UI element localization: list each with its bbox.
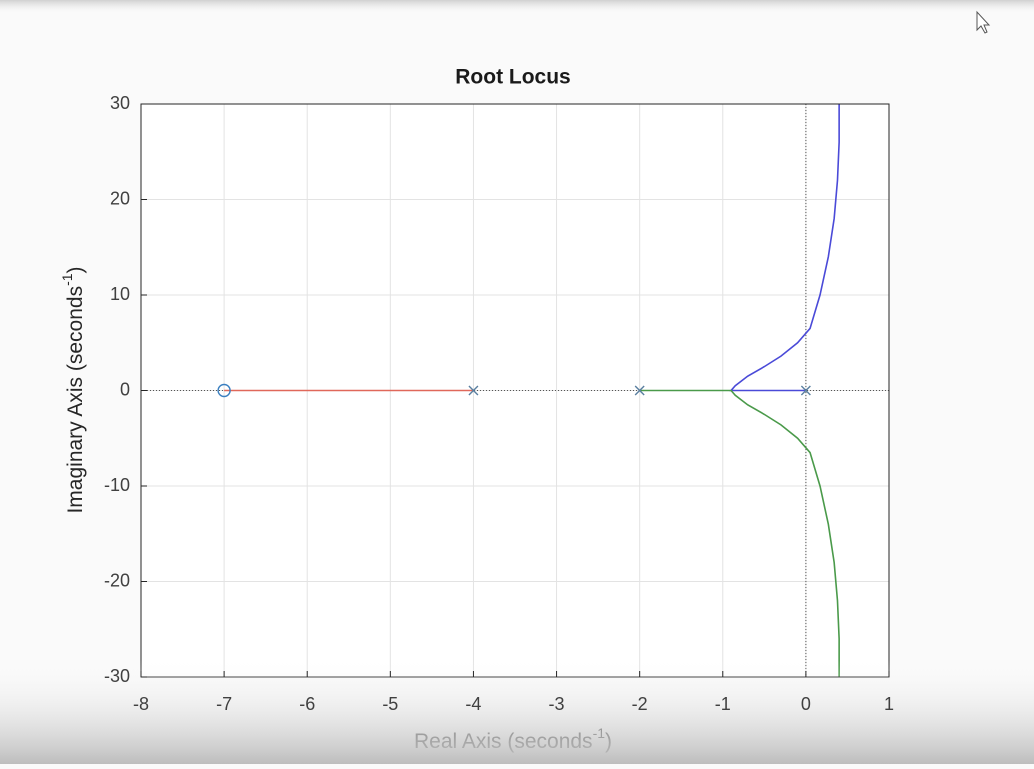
y-tick-label: -20	[104, 570, 130, 590]
y-tick-label: -30	[104, 666, 130, 686]
top-shade	[0, 0, 1034, 14]
chart-title: Root Locus	[455, 66, 571, 89]
cursor	[976, 10, 991, 34]
x-tick-label: -6	[299, 694, 315, 714]
pole-marker	[468, 385, 479, 396]
pole-marker	[634, 385, 645, 396]
y-tick-label: -10	[104, 475, 130, 495]
y-axis-label-text: Imaginary Axis (seconds	[64, 286, 87, 514]
x-axis-label-suffix: )	[605, 730, 612, 753]
locus-branch	[639, 389, 840, 677]
x-tick-label: 0	[801, 694, 811, 714]
x-tick-label: -2	[632, 694, 648, 714]
x-axis-label-exponent: -1	[593, 725, 606, 741]
x-axis-label-text: Real Axis (seconds	[414, 730, 593, 753]
y-axis-label-exponent: -1	[59, 273, 75, 286]
y-axis-label-suffix: )	[64, 266, 87, 273]
x-axis-label: Real Axis (seconds-1)	[414, 725, 612, 753]
x-tick-label: -1	[715, 694, 731, 714]
x-tick-label: -7	[216, 694, 232, 714]
pole-marker	[800, 385, 811, 396]
marks	[217, 104, 840, 677]
y-tick-label: 0	[120, 379, 130, 399]
x-tick-label: -4	[465, 694, 481, 714]
x-tick-label: -5	[382, 694, 398, 714]
locus-branch	[729, 104, 840, 392]
y-tick-label: 10	[110, 284, 130, 304]
x-tick-label: -3	[549, 694, 565, 714]
y-tick-label: 30	[110, 93, 130, 113]
x-tick-label: 1	[884, 694, 894, 714]
zero-marker	[217, 383, 231, 398]
y-tick-label: 20	[110, 188, 130, 208]
x-tick-label: -8	[133, 694, 149, 714]
y-axis-label: Imaginary Axis (seconds-1)	[59, 266, 87, 513]
